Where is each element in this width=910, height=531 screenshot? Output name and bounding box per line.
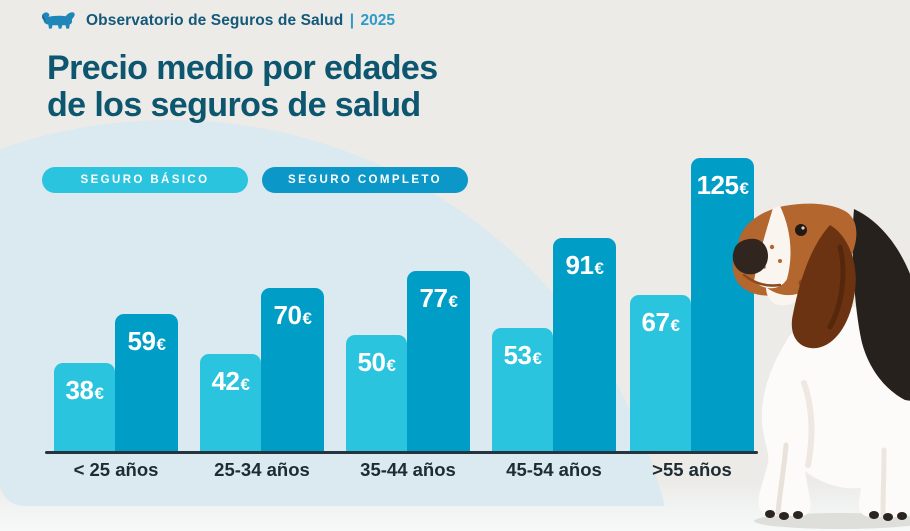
bar-completo: 59€ — [115, 314, 178, 453]
bar-value-label: 125€ — [696, 170, 749, 200]
bar-basico: 53€ — [492, 328, 553, 453]
x-axis-category-label: 45-54 años — [506, 459, 602, 480]
page-title: Precio medio por edades de los seguros de… — [47, 50, 438, 124]
bar-value-label: 59€ — [127, 326, 166, 356]
legend-pill-basico: SEGURO BÁSICO — [42, 167, 248, 193]
bar-value-label: 42€ — [211, 366, 250, 396]
bar-completo: 125€ — [691, 158, 754, 453]
bar-value-label: 53€ — [503, 340, 542, 370]
bar-value-label: 91€ — [565, 250, 604, 280]
bar-basico: 50€ — [346, 335, 407, 453]
bar-value-label: 67€ — [641, 307, 680, 337]
title-line-1: Precio medio por edades — [47, 49, 438, 87]
bar-value-label: 77€ — [419, 283, 458, 313]
x-axis-category-label: 25-34 años — [214, 459, 310, 480]
brand-text: Observatorio de Seguros de Salud | 2025 — [86, 12, 395, 30]
dog-photo — [728, 195, 910, 531]
chart-legend: SEGURO BÁSICO SEGURO COMPLETO — [42, 167, 468, 193]
header: Observatorio de Seguros de Salud | 2025 — [40, 9, 395, 33]
x-axis-category-label: >55 años — [652, 459, 732, 480]
title-line-2: de los seguros de salud — [47, 86, 421, 124]
bar-completo: 70€ — [261, 288, 324, 453]
brand-label: Observatorio de Seguros de Salud — [86, 12, 344, 29]
bar-value-label: 70€ — [273, 300, 312, 330]
bar-basico: 67€ — [630, 295, 691, 453]
bar-value-label: 38€ — [65, 375, 104, 405]
brand-divider: | — [349, 12, 355, 29]
bar-basico: 42€ — [200, 354, 261, 453]
x-axis-line — [45, 451, 758, 454]
legend-pill-completo: SEGURO COMPLETO — [262, 167, 468, 193]
x-axis-category-label: < 25 años — [73, 459, 159, 480]
bar-completo: 77€ — [407, 271, 470, 453]
x-axis-category-label: 35-44 años — [360, 459, 456, 480]
dog-silhouette-icon — [40, 9, 76, 33]
bar-completo: 91€ — [553, 238, 616, 453]
bar-basico: 38€ — [54, 363, 115, 453]
brand-year: 2025 — [360, 12, 396, 29]
bar-value-label: 50€ — [357, 347, 396, 377]
